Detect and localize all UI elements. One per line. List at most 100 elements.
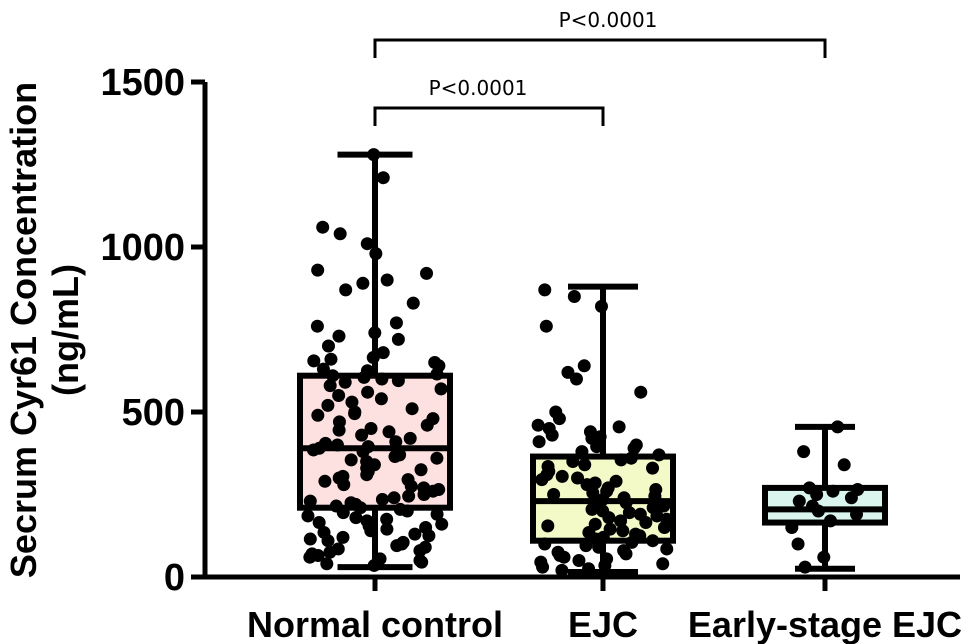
data-point [612, 420, 626, 434]
data-point [364, 524, 378, 538]
data-point [435, 517, 449, 531]
points-group [531, 283, 674, 577]
data-point [590, 440, 604, 454]
data-point [364, 422, 378, 435]
data-point [303, 550, 317, 564]
data-point [657, 499, 671, 513]
data-point [344, 453, 358, 467]
data-point [624, 451, 638, 465]
data-point [422, 529, 436, 543]
data-point [376, 346, 390, 360]
data-point [361, 385, 375, 399]
x-tick-label: Normal control [247, 604, 503, 644]
y-axis-label: Secrum Cyr61 Concentration (ng/mL) [3, 82, 86, 578]
data-point [333, 227, 347, 241]
data-point [380, 522, 394, 536]
data-point [566, 455, 580, 468]
data-point [380, 273, 394, 287]
data-point [622, 506, 636, 520]
data-point [571, 471, 585, 485]
data-point [798, 560, 812, 574]
data-point [310, 319, 324, 333]
axes: 0 500 1000 1500 Normal control EJC Early-stage… [100, 62, 962, 644]
data-point [634, 385, 648, 399]
data-point [400, 504, 414, 518]
data-point [657, 521, 671, 534]
data-point [430, 507, 444, 521]
data-point [614, 453, 628, 467]
data-point [307, 354, 321, 368]
data-point [552, 412, 566, 426]
data-point [336, 506, 350, 520]
data-point [567, 290, 581, 303]
data-point [360, 237, 374, 251]
data-point [575, 445, 589, 459]
data-point [555, 469, 569, 483]
y-tick-label: 1500 [100, 62, 185, 104]
data-point [579, 539, 593, 553]
data-point [792, 494, 806, 508]
data-point [420, 418, 434, 432]
data-point [389, 316, 403, 330]
data-point [797, 445, 811, 459]
data-point [348, 407, 362, 421]
data-point [541, 519, 555, 533]
data-point [586, 486, 600, 500]
data-point [355, 428, 369, 442]
points-group [301, 148, 449, 572]
data-point [602, 511, 616, 525]
data-point [538, 283, 552, 297]
data-point [430, 367, 444, 381]
data-point [402, 489, 416, 503]
data-point [619, 547, 633, 561]
x-tick-label: EJC [568, 604, 638, 644]
data-point [354, 501, 368, 515]
data-point [382, 425, 396, 439]
data-point [349, 511, 363, 525]
data-point [387, 491, 401, 505]
data-point [405, 402, 419, 416]
data-point [306, 443, 320, 457]
data-point [375, 372, 389, 386]
data-point [323, 545, 337, 559]
data-point [532, 435, 546, 449]
data-point [415, 555, 429, 569]
data-point [367, 558, 381, 572]
data-point [627, 441, 641, 455]
data-point [539, 319, 553, 333]
data-point [572, 554, 586, 567]
data-point [374, 392, 388, 406]
data-point [321, 534, 335, 548]
data-point [598, 558, 612, 572]
y-tick-label: 1000 [100, 227, 185, 269]
data-point [316, 220, 330, 234]
data-point [577, 359, 591, 373]
data-point [555, 563, 569, 577]
data-point [538, 537, 552, 551]
data-point [356, 445, 370, 459]
data-point [578, 458, 592, 472]
data-point [810, 488, 824, 501]
data-point [318, 474, 332, 488]
data-point [850, 507, 864, 521]
significance-bracket: P<0.0001 [373, 8, 827, 58]
significance-annotations: P<0.0001 P<0.0001 [373, 8, 827, 126]
data-point [652, 448, 666, 462]
data-point [406, 296, 420, 310]
data-point [614, 514, 628, 528]
significance-bracket: P<0.0001 [373, 76, 605, 126]
data-point [369, 247, 383, 261]
data-point [324, 352, 338, 366]
data-point [639, 516, 653, 530]
data-point [545, 428, 559, 442]
data-point [316, 362, 330, 376]
data-point [321, 398, 335, 412]
data-point [434, 382, 448, 396]
data-point [391, 332, 405, 346]
data-point [592, 540, 606, 554]
data-point [404, 479, 418, 493]
data-point [390, 539, 404, 553]
data-point [388, 450, 402, 464]
data-point [413, 544, 427, 558]
